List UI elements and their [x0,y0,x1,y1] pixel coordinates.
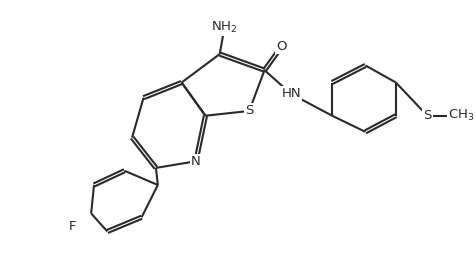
Text: CH$_3$: CH$_3$ [448,108,475,123]
Text: S: S [245,104,253,117]
Text: NH$_2$: NH$_2$ [211,20,238,35]
Text: F: F [69,220,76,233]
Text: S: S [423,109,432,122]
Text: HN: HN [281,87,301,100]
Text: N: N [191,155,201,168]
Text: O: O [277,40,287,53]
